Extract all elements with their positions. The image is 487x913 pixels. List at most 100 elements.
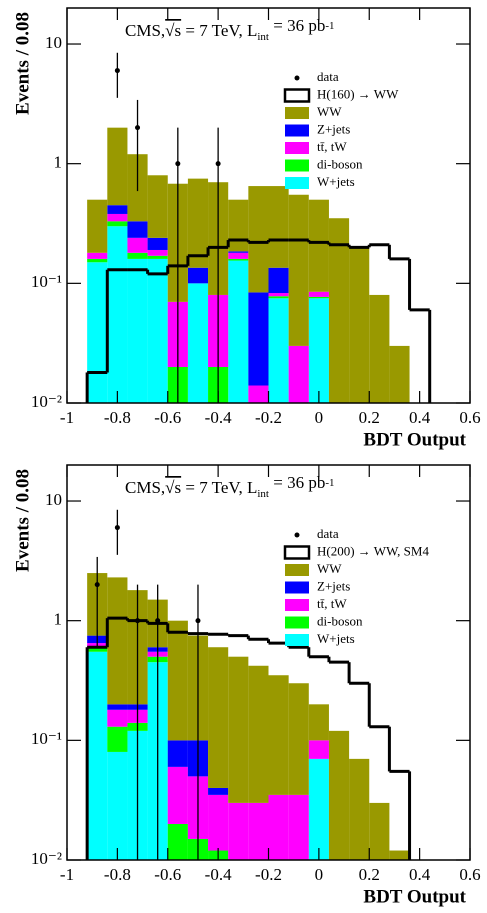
- x-axis-label: BDT Output: [363, 429, 466, 450]
- y-axis-label: Events / 0.08: [12, 469, 33, 572]
- legend-label: H(160) → WW: [317, 86, 399, 101]
- title-part: CMS,: [125, 478, 165, 497]
- bar: [288, 345, 309, 403]
- bar: [87, 199, 108, 253]
- y-tick-label: 10⁻²: [31, 849, 62, 868]
- bar: [167, 823, 188, 860]
- data-point: [114, 525, 120, 531]
- bar: [87, 262, 108, 403]
- y-axis-label: Events / 0.08: [12, 12, 33, 115]
- bar: [87, 647, 108, 652]
- x-tick-label: -0.2: [255, 408, 282, 427]
- bar: [228, 251, 249, 253]
- bar: [248, 802, 269, 860]
- y-tick-label: 1: [54, 610, 63, 629]
- legend-label: di-boson: [317, 613, 363, 628]
- bar: [228, 656, 249, 803]
- legend-swatch: [285, 616, 309, 629]
- bar: [268, 298, 289, 403]
- legend-swatch: [283, 88, 311, 103]
- bar: [167, 740, 188, 767]
- bar: [268, 186, 289, 268]
- bar: [268, 293, 289, 297]
- x-tick-label: -0.8: [104, 408, 131, 427]
- legend-marker: [294, 75, 300, 81]
- bar: [147, 255, 168, 259]
- bar: [228, 252, 249, 259]
- bar: [308, 298, 329, 403]
- x-axis-label: BDT Output: [363, 886, 466, 907]
- x-tick-label: -0.4: [205, 408, 232, 427]
- x-tick-label: -0.6: [154, 865, 181, 884]
- data-point: [135, 125, 141, 131]
- title-part: = 7 TeV, L: [181, 478, 257, 497]
- bar: [288, 194, 309, 346]
- data-point: [135, 618, 141, 624]
- bar: [248, 292, 269, 386]
- bar: [308, 704, 329, 741]
- legend-label: Z+jets: [317, 121, 350, 136]
- x-tick-label: 0.6: [459, 408, 480, 427]
- y-tick-label: 10: [45, 490, 62, 509]
- x-tick-label: -0.2: [255, 865, 282, 884]
- title-part: = 36 pb: [269, 16, 325, 35]
- legend-label: tt̄, tW: [317, 139, 347, 154]
- bar: [288, 683, 309, 795]
- legend-label: W+jets: [317, 631, 355, 646]
- bar: [127, 258, 148, 403]
- y-tick-label: 10⁻¹: [31, 729, 62, 748]
- bar: [107, 704, 128, 710]
- data-point: [94, 582, 100, 588]
- data-point: [114, 68, 120, 74]
- bar: [248, 186, 269, 293]
- legend-marker: [294, 532, 300, 538]
- legend-swatch: [285, 159, 309, 172]
- bar: [268, 267, 289, 294]
- bar: [187, 267, 209, 284]
- bar: [107, 127, 128, 206]
- bar: [228, 260, 249, 403]
- bar: [167, 620, 188, 741]
- bar: [308, 296, 329, 299]
- bar: [228, 258, 249, 261]
- bar: [107, 726, 128, 752]
- bar: [147, 237, 168, 250]
- x-tick-label: -1: [60, 408, 74, 427]
- bar: [208, 794, 229, 851]
- legend-swatch: [283, 545, 311, 560]
- bar: [389, 850, 410, 860]
- bar: [147, 249, 168, 256]
- y-tick-label: 10: [45, 33, 62, 52]
- chart: 10⁻² 10⁻¹ 1 10 -1 -0.8 -0.6 -0.4 -0.2 0 0.2 0.4 0.6 B…: [12, 464, 481, 907]
- data-point: [155, 618, 161, 624]
- title-part: √s: [165, 478, 181, 497]
- title-part: int: [257, 31, 269, 43]
- bar: [167, 766, 188, 824]
- legend-label: data: [317, 526, 339, 541]
- chart-title: CMS,√s = 7 TeV, Lint = 36 pb-1: [125, 473, 335, 500]
- bar: [349, 758, 370, 860]
- legend-label: data: [317, 69, 339, 84]
- bar: [127, 237, 148, 253]
- x-tick-label: 0.2: [359, 408, 380, 427]
- bar: [107, 213, 128, 222]
- data-point: [175, 161, 181, 167]
- bar: [107, 226, 128, 403]
- legend-label: tt̄, tW: [317, 596, 347, 611]
- bar: [187, 283, 209, 403]
- bar: [268, 675, 289, 795]
- title-part: = 36 pb: [269, 473, 325, 492]
- bar: [147, 258, 168, 403]
- bar: [288, 794, 309, 860]
- x-tick-label: -0.6: [154, 408, 181, 427]
- bar: [147, 175, 168, 238]
- bar: [87, 252, 108, 259]
- legend-swatch: [285, 177, 309, 189]
- x-tick-label: -0.8: [104, 865, 131, 884]
- legend-swatch: [285, 142, 309, 154]
- bar: [308, 758, 329, 860]
- bar: [328, 730, 350, 860]
- y-tick-label: 1: [54, 153, 63, 172]
- y-tick-label: 10⁻²: [31, 392, 62, 411]
- title-part: √s: [165, 21, 181, 40]
